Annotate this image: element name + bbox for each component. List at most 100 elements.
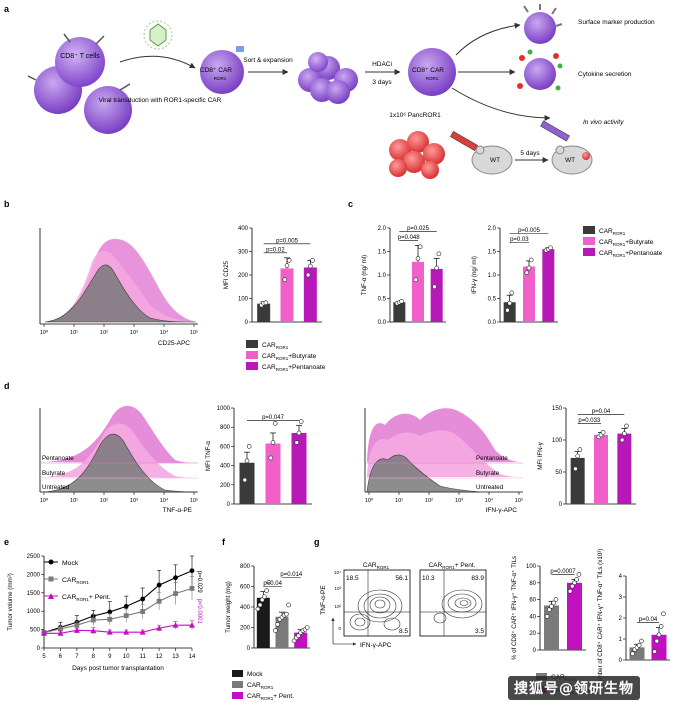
c_tnfa-ytick-label: 0.5 [378,297,387,303]
f_weight-ytick-label: 600 [240,585,251,591]
d_mfi_ifng-point [622,431,627,436]
b_mfi_cd25-ytick-label: 0 [245,320,249,326]
chart-number-tils: 0 1 2 3 4 Number of CD8⁺ CAR⁺ IFN-γ⁺ TNF-α⁺ T… [597,549,670,687]
chart-percent-tils: 0 20 40 60 80 100 % of CD8⁺ CAR⁺ IFN-γ⁺ TNF-α⁺… [511,556,586,660]
g_percent-point [567,588,573,594]
g_percent-ytick-label: 100 [526,564,537,570]
b_mfi_cd25-bar [303,267,317,322]
e-point [57,630,64,636]
d_mfi_ifng-ylabel: MFI IFN-γ [537,441,544,469]
hist-ifng-xlabel: IFN-γ-APC [486,507,518,514]
hist-d2-xtick-label: 10² [425,498,433,504]
syringe-icon [450,131,478,151]
hist-d1-xtick-label: 10² [100,498,108,504]
histogram-cd25: 10⁰ 10¹ 10² 10³ 10⁴ 10⁵ CD25-APC [39,228,198,347]
f_weight-point [259,597,265,603]
legend-f: Mock CARROR1 CARROR1+ Pent. [232,670,294,701]
hist-cd25-ticks: 10⁰ 10¹ 10² 10³ 10⁴ 10⁵ [40,324,198,336]
d_mfi_ifng-point [619,437,625,443]
arrow-surface [455,22,521,56]
g_percent-point [549,604,554,609]
panel-letter-f: f [222,537,226,547]
c_ifng-ylabel: IFN-γ (ng/ ml) [471,256,478,294]
c_tnfa-point [415,256,421,261]
d_mfi_tnfa-point [298,419,304,424]
syringe-car-icon [540,120,570,142]
f_weight-bar [256,597,270,648]
c_ifng-ytick-label: 1.0 [488,273,497,279]
legend-b-swatch-car [246,340,258,348]
e-point [173,591,178,596]
g_percent-ytick-label: 80 [529,581,536,587]
e-point [123,613,129,619]
c_ifng-bar [503,302,516,322]
d_mfi_tnfa-ylabel: MFI TNF-α [205,441,212,471]
e-point [107,609,113,615]
panel-letter-d: d [4,381,10,391]
legend-b-car: CARROR1 [262,342,289,350]
legend-e-pent-marker [48,593,54,599]
d_mfi_ifng-pvalue-label: p=0.04 [592,409,611,415]
g_percent-bar [567,582,582,650]
d_mfi_ifng-point [600,430,606,435]
e-ylabel: Tumor volume (mm³) [7,573,14,631]
e-xtick-label: 10 [123,654,130,660]
b_mfi_cd25-bar [280,268,294,322]
e-xtick-label: 14 [189,654,196,660]
legend-b-pentanoate: CARROR1+Pentanoate [262,364,326,372]
c_tnfa-point [413,277,419,283]
flow-1-q-ur: 56.1 [395,575,408,582]
e-point [189,622,195,628]
c_tnfa-point [417,244,423,250]
b_mfi_cd25-pvalue-label: p=0.02 [266,247,285,253]
hist-b-xtick-label: 10² [100,330,108,336]
d_mfi_ifng-pvalue-label: p=0.033 [578,418,601,424]
chart-ifng-secretion: 0.0 0.5 1.0 1.5 2.0 IFN-γ (ng/ ml) p=0.03 p=0.0… [471,226,558,326]
d_mfi_tnfa-point [268,455,274,461]
legend-f-car: CARROR1 [247,682,274,690]
flow-1-q-ul: 18.5 [346,575,359,582]
chart-tumor-volume: 0 500 1000 1500 2000 2500 5 6 7 8 9 10 11 12 13 14 Days … [7,554,202,672]
b_mfi_cd25-point [282,277,288,283]
d_mfi_ifng-point [575,453,580,459]
hdaci-label: HDACi [372,61,392,68]
legend-b-swatch-pentanoate [246,362,258,370]
hist-ifng-untreated [366,454,481,493]
legend-c-swatch-car [583,226,595,234]
e-pvalue-2: p<0.0001 [196,599,202,625]
hist-ifng-ticks: 10⁰ 10¹ 10² 10³ 10⁴ 10⁵ [365,492,523,504]
wt-label-2: WT [565,157,575,164]
t-cell-2 [84,86,132,134]
d_mfi_tnfa-point [272,421,278,426]
g_percent-point [553,597,559,602]
d_mfi_tnfa-bar [239,462,255,504]
e-xtick-label: 11 [140,654,147,660]
e-point [58,626,63,632]
g_number-point [654,638,660,644]
g_number-ytick-label: 2 [619,616,623,622]
three-days-label: 3 days [372,79,392,86]
e-point [123,604,129,609]
flow-plots: CARROR1 CARROR1+ Pent. 18.5 56.1 8.5 10.… [320,562,487,649]
f_weight-pvalue-label: p=0.014 [280,572,303,578]
flow-plot-2-frame [419,569,487,637]
e-xlabel: Days post tumor transplantation [72,665,164,672]
surface-cell [524,12,556,44]
c_tnfa-ylabel: TNF-α (ng/ ml) [361,255,368,295]
car-t-cell-treated [408,48,456,96]
legend-b: CARROR1 CARROR1+Butyrate CARROR1+Pentano… [246,340,326,372]
panel-letter-g: g [314,537,320,547]
c_ifng-bar [523,266,535,322]
e-xtick-label: 6 [59,654,63,660]
hist-tnfa-xlabel: TNF-α-PE [163,507,193,514]
hist-d2-xtick-label: 10³ [455,498,463,504]
c_tnfa-ytick-label: 2.0 [378,226,387,232]
legend-e-car: CARROR1 [62,577,89,585]
e-point [107,616,113,622]
f_weight-point [264,588,269,593]
legend-e-pent: CARROR1+ Pent. [62,594,111,602]
d_mfi_ifng-ytick-label: 100 [552,438,563,444]
c_tnfa-point [399,299,404,304]
flow-ytick-2: 10³ [334,586,341,591]
